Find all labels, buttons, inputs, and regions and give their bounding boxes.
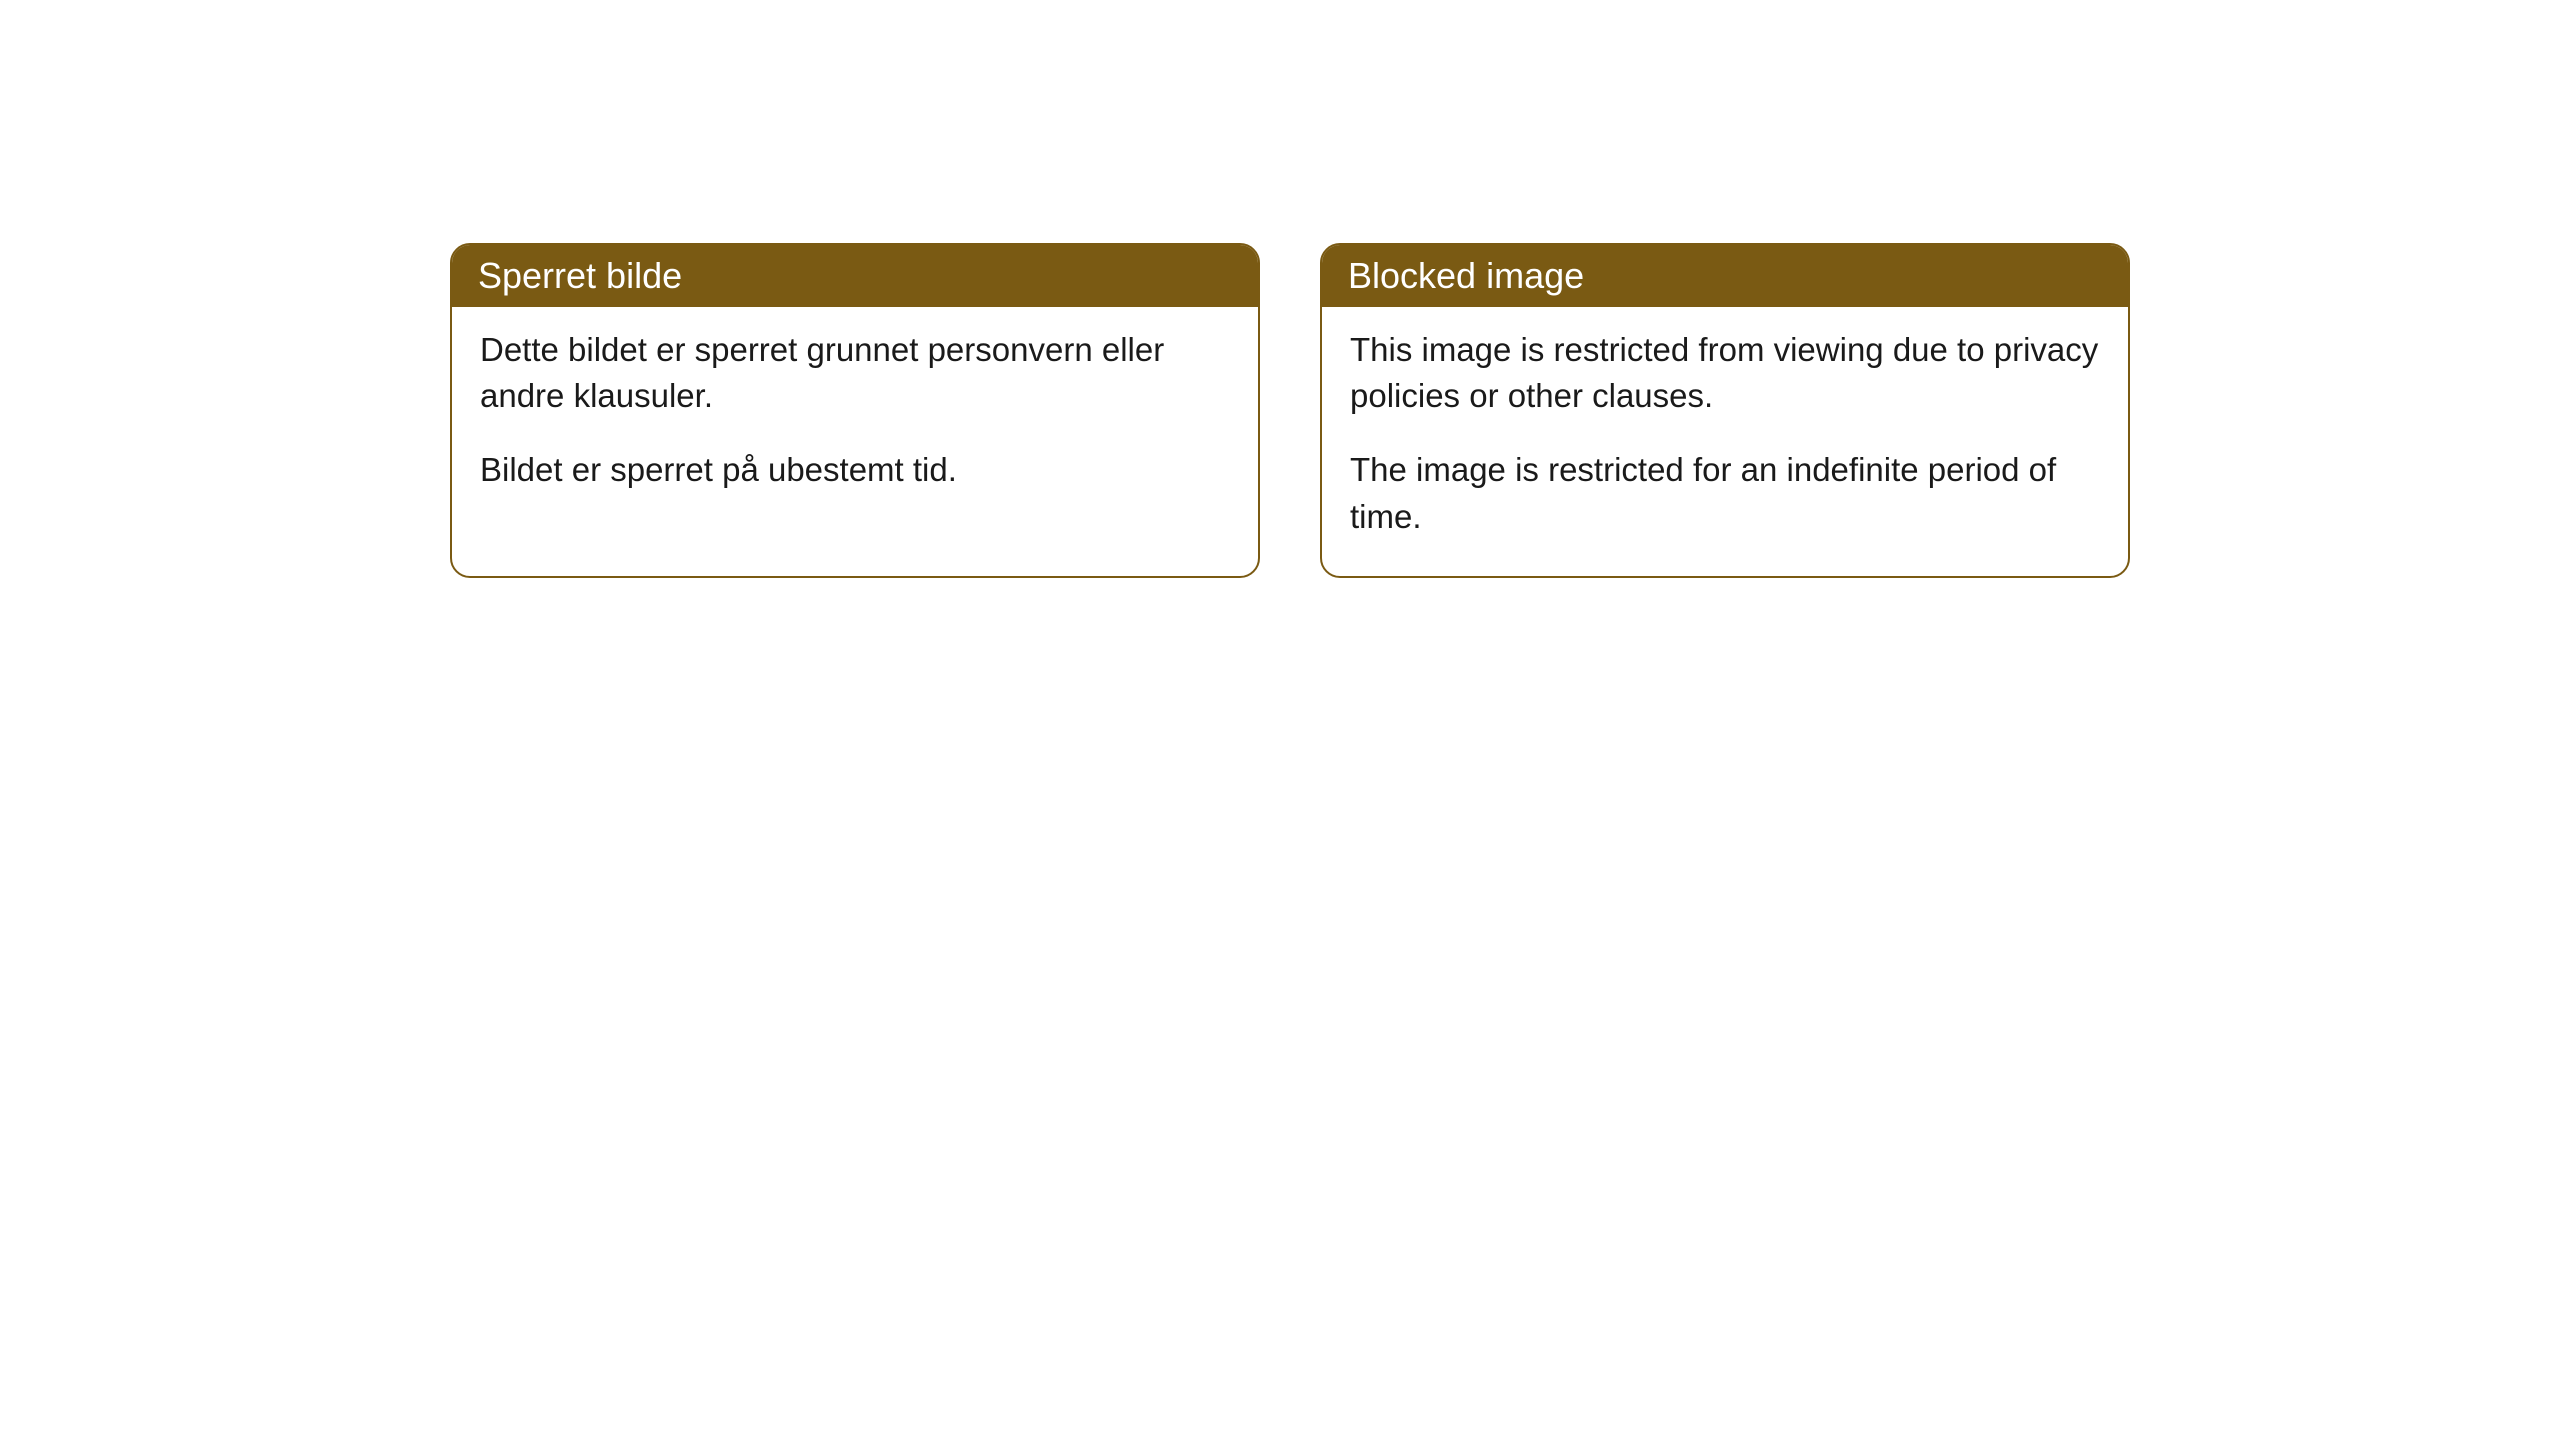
blocked-image-card-english: Blocked image This image is restricted f… — [1320, 243, 2130, 578]
card-header-english: Blocked image — [1322, 245, 2128, 307]
blocked-image-card-norwegian: Sperret bilde Dette bildet er sperret gr… — [450, 243, 1260, 578]
card-paragraph-1: Dette bildet er sperret grunnet personve… — [480, 327, 1230, 419]
notice-container: Sperret bilde Dette bildet er sperret gr… — [0, 0, 2560, 578]
card-header-norwegian: Sperret bilde — [452, 245, 1258, 307]
card-paragraph-2: Bildet er sperret på ubestemt tid. — [480, 447, 1230, 493]
card-title: Blocked image — [1348, 255, 1584, 296]
card-body-norwegian: Dette bildet er sperret grunnet personve… — [452, 307, 1258, 530]
card-title: Sperret bilde — [478, 255, 682, 296]
card-paragraph-1: This image is restricted from viewing du… — [1350, 327, 2100, 419]
card-body-english: This image is restricted from viewing du… — [1322, 307, 2128, 576]
card-paragraph-2: The image is restricted for an indefinit… — [1350, 447, 2100, 539]
